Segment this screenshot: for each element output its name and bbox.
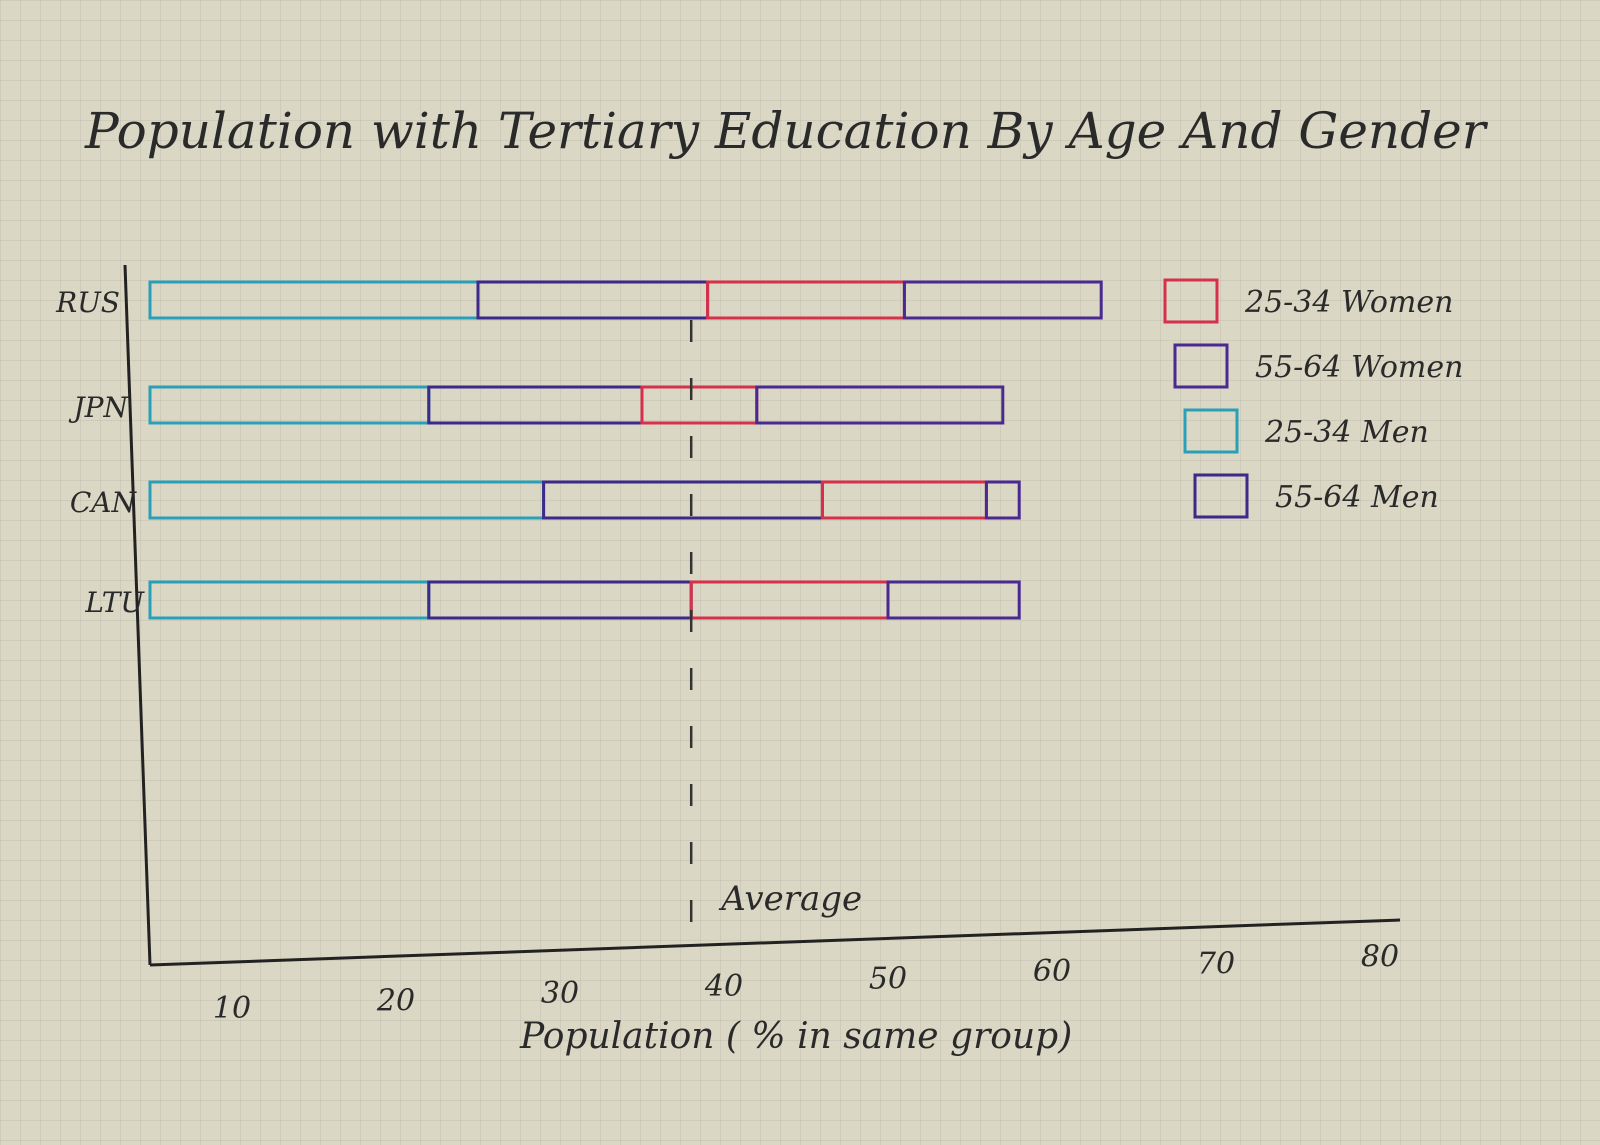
- bar-ltu-55-64-women: [886, 580, 1021, 620]
- average-label: Average: [718, 879, 862, 919]
- bar-ltu-25-34-women: [689, 580, 890, 620]
- x-tick-label-30: 30: [541, 976, 579, 1011]
- x-tick-label-50: 50: [869, 961, 907, 996]
- chart-title: Population with Tertiary Education By Ag…: [84, 102, 1489, 160]
- bar-can-55-64-women: [984, 480, 1021, 520]
- x-axis: [149, 918, 1401, 967]
- y-axis: [123, 264, 152, 966]
- bars-layer: [148, 280, 1103, 620]
- category-label-ltu: LTU: [84, 586, 145, 619]
- x-tick-label-10: 10: [213, 991, 251, 1026]
- x-tick-labels: 10 20 30 40 50 60 70 80: [213, 939, 1399, 1026]
- bar-can-25-34-women: [820, 480, 988, 520]
- x-tick-label-70: 70: [1197, 947, 1235, 982]
- legend: 25-34 Women 55-64 Women 25-34 Men 55-64 Men: [1163, 278, 1463, 519]
- bar-ltu-25-34-men: [148, 580, 431, 620]
- category-label-jpn: JPN: [68, 391, 129, 424]
- x-tick-label-80: 80: [1361, 939, 1399, 974]
- legend-label-55-64-women: 55-64 Women: [1255, 350, 1463, 385]
- bar-can-55-64-men: [542, 480, 824, 520]
- legend-swatch-55-64-men: [1193, 473, 1249, 519]
- category-label-rus: RUS: [55, 286, 120, 319]
- x-tick-label-40: 40: [704, 969, 743, 1004]
- legend-swatch-25-34-men: [1183, 408, 1239, 454]
- legend-label-55-64-men: 55-64 Men: [1275, 480, 1439, 515]
- x-axis-title: Population ( % in same group): [519, 1016, 1072, 1057]
- bar-can-25-34-men: [148, 480, 546, 520]
- bar-ltu-55-64-men: [427, 580, 693, 620]
- legend-label-25-34-women: 25-34 Women: [1244, 285, 1453, 320]
- bar-jpn-55-64-men: [427, 385, 644, 425]
- bar-jpn-25-34-men: [148, 385, 431, 425]
- x-tick-label-20: 20: [376, 984, 415, 1019]
- bar-rus-25-34-women: [706, 280, 906, 320]
- category-labels: RUS JPN CAN LTU: [55, 286, 145, 619]
- legend-swatch-25-34-women: [1163, 278, 1219, 324]
- x-tick-label-60: 60: [1033, 954, 1071, 989]
- bar-rus-25-34-men: [148, 280, 480, 320]
- bar-rus-55-64-men: [476, 280, 710, 320]
- bar-jpn-55-64-women: [755, 385, 1005, 425]
- bar-rus-55-64-women: [902, 280, 1103, 320]
- legend-swatch-55-64-women: [1173, 343, 1229, 389]
- legend-label-25-34-men: 25-34 Men: [1264, 415, 1429, 450]
- average-annotation: Average: [689, 320, 862, 945]
- bar-jpn-25-34-women: [640, 385, 759, 425]
- category-label-can: CAN: [70, 486, 138, 519]
